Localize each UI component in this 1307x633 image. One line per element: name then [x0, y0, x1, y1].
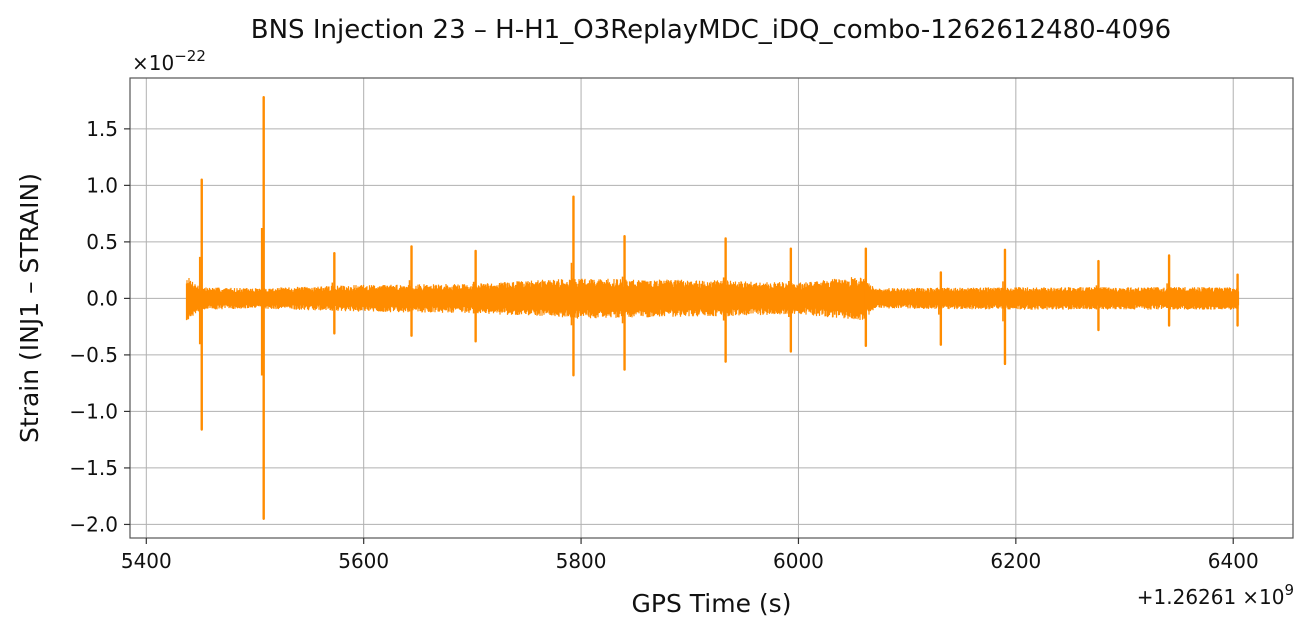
x-tick-label: 6000 [773, 549, 824, 573]
y-scale-prefix: ×10 [132, 51, 174, 75]
x-offset-times: ×10 [1242, 585, 1284, 609]
y-tick-label: 0.0 [86, 286, 118, 310]
x-tick-label: 6400 [1208, 549, 1259, 573]
axes-frame [129, 77, 1294, 539]
y-tick-label: −1.5 [69, 456, 118, 480]
y-tick-label: −1.0 [69, 399, 118, 423]
y-tick-label: −2.0 [69, 512, 118, 536]
series-layer [185, 96, 1240, 520]
y-tick-label: 1.5 [86, 117, 118, 141]
x-tick-label: 5400 [121, 549, 172, 573]
x-offset-exponent: 9 [1284, 581, 1294, 599]
ticks-layer: 5400 5600 5800 6000 6200 6400 −2.0 −1.5 −1.0 −0.5… [69, 117, 1258, 573]
strain-series-line [185, 277, 1240, 321]
x-tick-label: 6200 [990, 549, 1041, 573]
y-tick-label: 0.5 [86, 230, 118, 254]
x-offset-prefix: +1.26261 [1137, 585, 1236, 609]
y-tick-label: 1.0 [86, 173, 118, 197]
x-tick-label: 5800 [556, 549, 607, 573]
y-scale-label: ×10−22 [132, 47, 206, 75]
x-offset-label: +1.26261 ×109 [1137, 581, 1294, 609]
y-tick-label: −0.5 [69, 343, 118, 367]
x-tick-label: 5600 [338, 549, 389, 573]
chart-title: BNS Injection 23 – H-H1_O3ReplayMDC_iDQ_… [251, 15, 1171, 45]
y-scale-exponent: −22 [174, 47, 206, 65]
y-axis-label: Strain (INJ1 – STRAIN) [15, 173, 44, 443]
x-axis-label: GPS Time (s) [632, 589, 792, 618]
